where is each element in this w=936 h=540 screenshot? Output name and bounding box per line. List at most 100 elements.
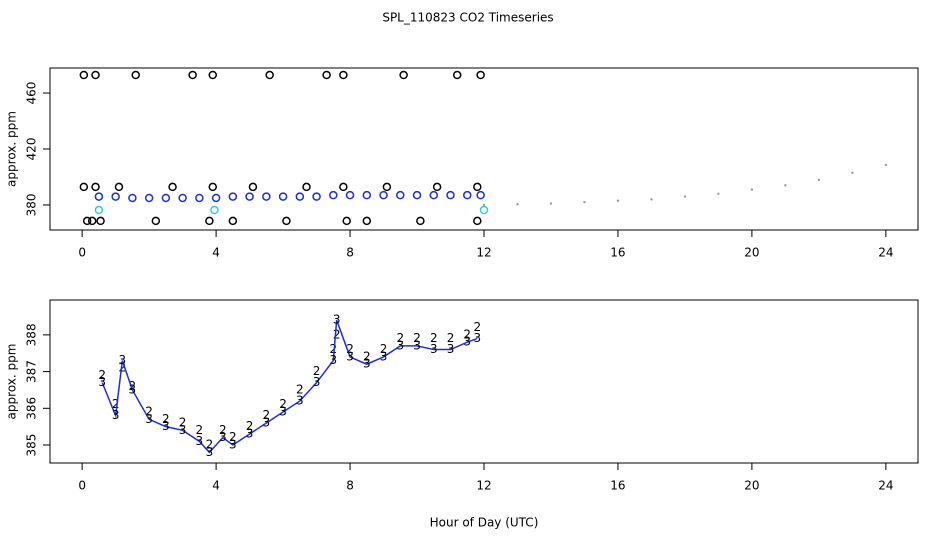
- point: [683, 195, 687, 198]
- point: [208, 182, 217, 192]
- point: [208, 70, 217, 80]
- point-char: 2: [463, 327, 471, 341]
- point: [476, 70, 485, 80]
- point-char: 3: [329, 353, 337, 367]
- x-tick-label: 4: [212, 479, 220, 493]
- chart-title: SPL_110823 CO2 Timeseries: [382, 11, 553, 25]
- y-tick-label: 385: [25, 434, 39, 457]
- point: [151, 216, 161, 226]
- x-tick-label: 20: [744, 479, 759, 493]
- point: [94, 205, 104, 215]
- point-char: 2: [279, 397, 287, 411]
- point: [248, 182, 258, 192]
- point: [851, 171, 854, 174]
- point: [114, 182, 124, 192]
- point: [188, 70, 197, 80]
- point: [379, 190, 388, 200]
- point: [91, 70, 100, 80]
- point-char: 2: [145, 404, 153, 418]
- point: [342, 216, 351, 226]
- y-axis-label: approx. ppm: [5, 344, 19, 420]
- point-char: 2: [196, 423, 204, 437]
- x-tick-label: 24: [878, 479, 893, 493]
- point: [128, 193, 137, 203]
- point: [717, 192, 720, 195]
- point: [111, 192, 120, 201]
- point: [650, 198, 653, 201]
- series-line: [101, 319, 478, 454]
- point-char: 3: [263, 415, 271, 429]
- point: [278, 192, 288, 201]
- point-char: 3: [119, 353, 127, 367]
- point-char: 2: [162, 412, 170, 426]
- point-char: 2: [219, 423, 227, 437]
- point: [452, 70, 462, 80]
- point-char: 2: [473, 320, 481, 334]
- point: [211, 193, 221, 203]
- point-char: 2: [296, 382, 304, 396]
- point-char: 3: [430, 342, 438, 356]
- point: [131, 70, 140, 80]
- x-tick-label: 12: [476, 479, 491, 493]
- point-char: 3: [246, 426, 254, 440]
- point: [144, 193, 154, 203]
- point: [446, 190, 455, 200]
- point: [429, 190, 439, 200]
- point: [161, 193, 171, 203]
- x-tick-label: 24: [878, 246, 893, 260]
- point: [362, 190, 372, 200]
- point-char: 2: [263, 408, 271, 422]
- point-char: 2: [206, 438, 214, 452]
- x-tick-label: 8: [346, 246, 354, 260]
- point-char: 3: [346, 349, 354, 363]
- x-tick-label: 12: [476, 246, 491, 260]
- point: [168, 182, 177, 192]
- point-char: 2: [98, 368, 106, 382]
- point: [302, 182, 311, 192]
- y-axis-label: approx. ppm: [5, 111, 19, 187]
- x-tick-label: 16: [610, 479, 625, 493]
- point: [482, 203, 486, 207]
- point: [195, 193, 204, 203]
- point-char: 2: [346, 342, 354, 356]
- point: [96, 216, 105, 226]
- point: [416, 216, 425, 226]
- x-tick-label: 16: [610, 246, 625, 260]
- point-char: 2: [363, 349, 371, 363]
- point-char: 3: [333, 313, 341, 327]
- point: [82, 216, 92, 226]
- point-char: 2: [246, 419, 254, 433]
- point: [87, 216, 97, 226]
- x-tick-label: 0: [78, 246, 86, 260]
- point: [312, 192, 321, 201]
- point: [382, 182, 392, 192]
- x-tick-label: 0: [78, 479, 86, 493]
- point: [339, 182, 348, 192]
- point-char: 3: [98, 375, 106, 389]
- point-char: 3: [380, 349, 388, 363]
- point-char: 3: [413, 338, 421, 352]
- point: [784, 184, 787, 187]
- point: [516, 203, 519, 206]
- x-tick-label: 20: [744, 246, 759, 260]
- point: [473, 216, 482, 226]
- point: [91, 182, 100, 192]
- x-tick-label: 4: [212, 246, 220, 260]
- point-char: 2: [396, 331, 404, 345]
- point: [205, 216, 214, 226]
- point: [476, 190, 485, 200]
- point-char: 3: [129, 382, 137, 396]
- point: [362, 216, 372, 226]
- point: [583, 200, 586, 204]
- point-char: 2: [112, 397, 120, 411]
- point-char: 3: [279, 404, 287, 418]
- point-char: 3: [145, 412, 153, 426]
- point-char: 3: [447, 342, 455, 356]
- point: [265, 70, 274, 80]
- x-axis-label: Hour of Day (UTC): [430, 516, 539, 530]
- point: [262, 192, 271, 201]
- point: [473, 182, 482, 192]
- point-char: 2: [119, 360, 127, 374]
